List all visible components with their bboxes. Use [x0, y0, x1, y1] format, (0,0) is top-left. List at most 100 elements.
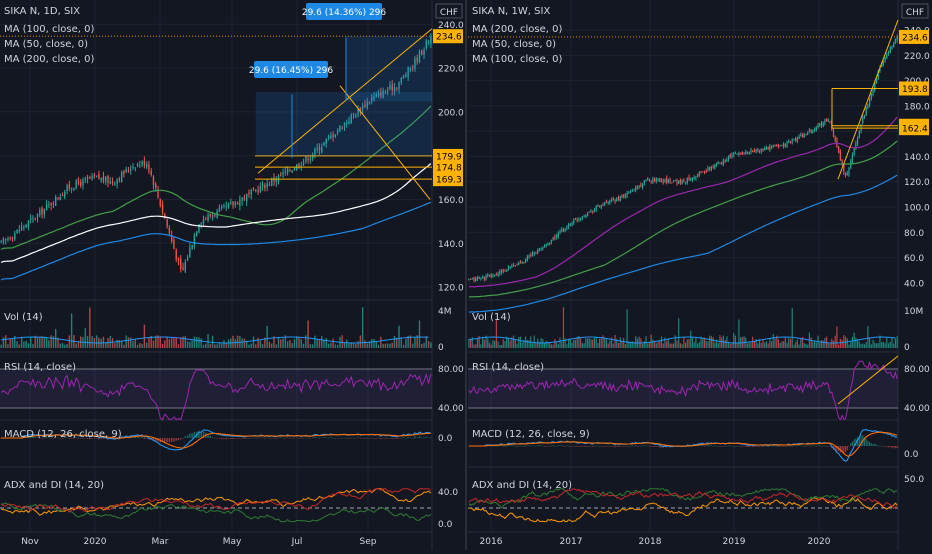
candle-body: [396, 88, 398, 90]
candle-body: [801, 134, 804, 138]
macd-histogram-bar: [528, 445, 530, 447]
macd-histogram-bar: [380, 438, 382, 440]
volume-bar: [116, 339, 118, 348]
candle-body: [531, 253, 534, 256]
volume-bar: [555, 342, 558, 348]
candle-body: [307, 158, 309, 161]
macd-histogram-bar: [298, 438, 300, 439]
macd-histogram-bar: [740, 446, 742, 447]
macd-histogram-bar: [245, 438, 248, 439]
macd-histogram-bar: [638, 445, 640, 447]
macd-histogram-bar: [52, 438, 55, 439]
right-currency[interactable]: CHF: [906, 8, 924, 18]
candle-body: [884, 57, 886, 61]
last-price-tag: [433, 29, 463, 44]
right-currency-box[interactable]: [901, 3, 929, 19]
candle-body: [480, 277, 482, 279]
left-currency[interactable]: CHF: [440, 8, 458, 18]
macd-histogram-bar: [271, 437, 273, 439]
candle-body: [109, 180, 111, 184]
candle-body: [116, 179, 118, 184]
volume-bar: [29, 336, 32, 348]
volume-bar: [838, 344, 840, 348]
candle-body: [471, 278, 473, 280]
candle-body: [724, 159, 726, 161]
volume-bar: [896, 336, 898, 348]
candle-body: [896, 36, 898, 41]
volume-bar: [593, 337, 596, 348]
candle-body: [478, 277, 480, 279]
macd-histogram-bar: [710, 445, 712, 446]
candle-body: [543, 246, 546, 248]
candle-body: [796, 137, 798, 141]
volume-bar: [89, 307, 91, 348]
candle-body: [186, 257, 189, 261]
r-price-tick: 120.0: [904, 178, 930, 188]
volume-bar: [686, 339, 688, 348]
candle-body: [774, 144, 776, 146]
volume-bar: [157, 335, 159, 348]
trendline-2: [339, 85, 431, 200]
volume-bar: [77, 341, 80, 348]
macd-histogram-bar: [48, 437, 50, 439]
macd-histogram-bar: [102, 438, 105, 439]
macd-histogram-bar: [530, 445, 532, 447]
volume-bar: [875, 343, 878, 348]
macd-histogram-bar: [511, 445, 513, 447]
left-currency-box[interactable]: [435, 3, 463, 19]
volume-bar: [748, 342, 750, 348]
candle-body: [683, 179, 685, 182]
volume-bar: [243, 338, 246, 348]
adx-tick: 50.0: [904, 475, 924, 485]
candle-body: [41, 208, 43, 215]
volume-bar: [647, 343, 649, 348]
volume-bar: [834, 335, 836, 348]
volume-bar: [391, 342, 393, 348]
macd-histogram-bar: [525, 446, 527, 447]
macd-histogram-bar: [796, 445, 798, 447]
volume-bar: [48, 340, 50, 348]
candle-body: [386, 90, 389, 92]
volume-ma-line: [1, 336, 429, 344]
volume-bar: [255, 344, 257, 348]
volume-bar: [361, 307, 364, 348]
macd-histogram-bar: [173, 438, 175, 442]
candle-body: [93, 174, 96, 177]
vol-tick-top: 4M: [438, 307, 452, 317]
macd-histogram-bar: [134, 436, 136, 438]
volume-bar: [316, 339, 318, 348]
l-price-tick: 200.0: [438, 108, 464, 118]
macd-histogram-bar: [875, 444, 878, 446]
macd-histogram-bar: [800, 445, 802, 447]
macd-histogram-bar: [180, 438, 182, 440]
macd-histogram-bar: [562, 446, 565, 447]
macd-histogram-bar: [364, 437, 366, 439]
r-price-tick: 80.0: [904, 229, 924, 239]
candle-body: [411, 66, 414, 68]
macd-histogram-bar: [518, 445, 520, 447]
volume-bar: [641, 343, 644, 348]
volume-bar: [526, 339, 528, 348]
volume-bar: [220, 343, 223, 348]
volume-bar: [400, 337, 403, 348]
volume-bar: [819, 342, 821, 348]
candle-body: [862, 117, 864, 124]
candle-body: [709, 167, 711, 170]
candle-body: [738, 152, 740, 155]
volume-bar: [32, 344, 34, 348]
macd-histogram-bar: [509, 445, 511, 446]
volume-bar: [323, 339, 325, 348]
volume-bar: [396, 338, 398, 348]
time-tick: Jul: [291, 537, 303, 547]
macd-histogram-bar: [856, 437, 859, 446]
volume-bar: [357, 341, 359, 348]
macd-histogram-bar: [547, 445, 549, 447]
signal-line: [468, 431, 898, 457]
macd-histogram-bar: [336, 438, 339, 439]
volume-bar: [671, 343, 673, 348]
volume-bar: [507, 338, 510, 348]
macd-histogram-bar: [893, 446, 895, 448]
candle-body: [788, 140, 790, 142]
volume-bar: [473, 344, 475, 348]
candle-body: [691, 178, 694, 180]
